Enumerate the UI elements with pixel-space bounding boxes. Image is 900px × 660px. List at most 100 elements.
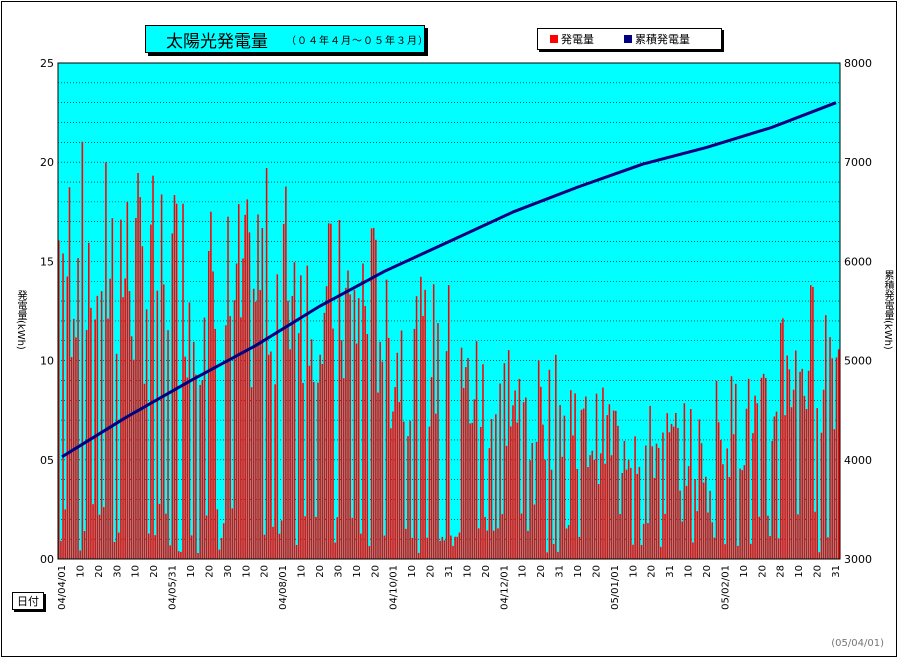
daily-bar [522,402,525,559]
daily-bar [516,422,519,559]
x-tick-label: 28 [776,565,787,578]
legend-swatch-navy [624,35,632,43]
daily-bar [533,504,536,559]
daily-bar [621,472,624,559]
daily-bar [722,464,724,559]
daily-bar [300,275,302,559]
daily-bar [105,162,107,559]
daily-bar [745,408,748,559]
daily-bar [87,242,90,560]
daily-bar [732,434,735,559]
daily-bar [634,436,636,559]
daily-bar [411,537,414,559]
left-tick-label: 15 [40,255,54,268]
daily-bar [726,448,728,559]
daily-bar [274,384,276,559]
daily-bar [216,509,219,559]
daily-bar [368,546,371,559]
x-tick-label: 10 [352,565,363,578]
daily-bar [400,330,403,559]
x-tick-label: 20 [702,565,713,578]
right-tick-label: 8000 [844,57,872,70]
chart-title: 太陽光発電量 [166,31,268,52]
daily-bar [799,371,801,559]
left-tick-label: 00 [40,553,54,566]
daily-bar [385,279,388,559]
daily-bar [482,364,484,559]
daily-bar [507,350,510,559]
daily-bar [381,361,384,559]
daily-bar [64,509,66,559]
daily-bar [372,227,375,559]
daily-bar [184,356,186,559]
daily-bar [96,295,99,559]
daily-bar [250,387,253,559]
daily-bar [310,339,313,559]
daily-bar [739,468,741,559]
daily-bar [111,218,114,559]
daily-bar [795,350,797,559]
daily-bar [747,378,750,559]
daily-bar [683,403,686,559]
daily-bar [188,302,191,559]
x-tick-label: 20 [647,565,658,578]
daily-bar [640,545,643,559]
x-tick-label: 20 [536,565,547,578]
daily-bar [777,538,780,559]
daily-bar [92,504,94,559]
x-tick-label: 31 [831,565,842,578]
daily-bar [797,514,799,559]
x-tick-label: 04/04/01 [57,565,68,610]
daily-bar [364,305,366,559]
daily-bar [544,459,546,559]
daily-bar [505,445,508,559]
daily-bar [229,316,231,559]
daily-bar [769,535,771,559]
x-tick-label: 10 [684,565,695,578]
daily-bar [160,194,163,559]
daily-bar [319,354,321,559]
daily-bar [454,536,456,559]
daily-bar [317,382,319,559]
daily-bar [638,466,641,559]
daily-bar [687,466,690,559]
daily-bar [417,552,420,559]
daily-bar [98,514,101,559]
daily-bar [379,341,381,559]
daily-bar [336,517,339,559]
daily-bar [58,240,60,559]
daily-bar [790,407,793,559]
x-tick-label: 31 [444,565,455,578]
daily-bar [655,443,658,559]
right-tick-label: 4000 [844,454,872,467]
daily-bar [139,197,141,560]
daily-bar [175,203,178,559]
x-tick-label: 30 [112,565,123,578]
x-tick-label: 04/08/01 [278,565,289,610]
daily-bar [619,513,621,559]
daily-bar [109,278,111,559]
daily-bar [197,553,199,559]
daily-bar [383,535,386,559]
daily-bar [471,422,474,559]
daily-bar [462,387,465,559]
daily-bar [540,386,542,559]
daily-bar [231,508,234,559]
right-tick-label: 7000 [844,156,872,169]
daily-bar [593,459,596,559]
daily-bar [102,507,105,559]
daily-bar [756,403,758,559]
daily-bar [165,513,167,559]
daily-bar [807,370,810,559]
x-tick-label: 10 [186,565,197,578]
daily-bar [342,378,345,559]
left-tick-label: 25 [40,57,54,70]
daily-bar [220,537,223,559]
daily-bar [698,419,701,559]
daily-bar [713,537,716,559]
x-tick-label: 31 [665,565,676,578]
daily-bar [272,526,274,559]
x-tick-label: 20 [426,565,437,578]
daily-bar [338,220,341,560]
daily-bar [711,522,713,559]
